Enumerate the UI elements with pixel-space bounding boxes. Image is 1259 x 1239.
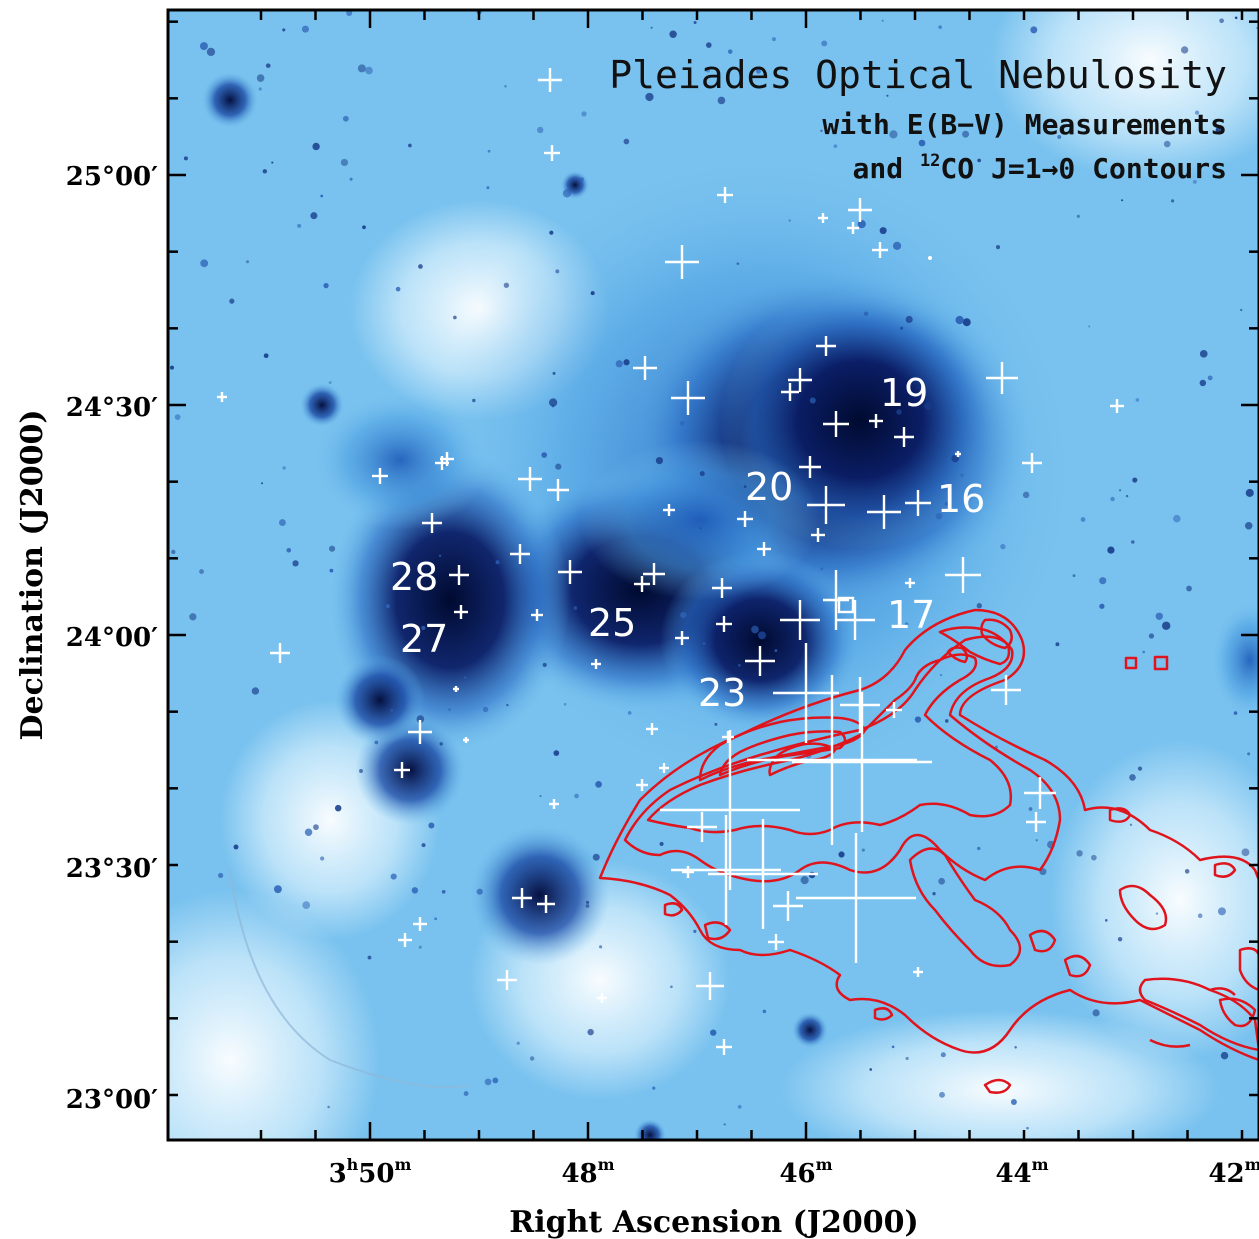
- y-tick-24-00: 24°00′: [66, 623, 158, 653]
- x-tick-3h50m: 3h50m: [329, 1155, 412, 1189]
- y-tick-labels: 25°00′ 24°30′ 24°00′ 23°30′ 23°00′: [66, 162, 158, 1115]
- x-tick-42m: 42m: [1208, 1155, 1259, 1189]
- y-tick-24-30: 24°30′: [66, 393, 158, 423]
- plot-frame: [166, 8, 1259, 1142]
- region-label-20: 20: [745, 465, 793, 509]
- region-labels: 19 20 16 28 27 25 17 23: [390, 371, 985, 715]
- nebula-image: [168, 10, 1259, 1140]
- ebv-markers: [217, 68, 1124, 1055]
- x-tick-48m: 48m: [561, 1155, 614, 1189]
- figure-title: Pleiades Optical Nebulosity with E(B−V) …: [609, 53, 1227, 185]
- x-tick-46m: 46m: [779, 1155, 832, 1189]
- title-main: Pleiades Optical Nebulosity: [609, 53, 1227, 97]
- y-tick-23-30: 23°30′: [66, 854, 158, 884]
- x-tick-44m: 44m: [995, 1155, 1048, 1189]
- region-label-27: 27: [400, 617, 448, 661]
- region-label-25: 25: [588, 601, 636, 645]
- region-label-19: 19: [880, 371, 928, 415]
- region-label-23: 23: [698, 671, 746, 715]
- region-label-28: 28: [390, 555, 438, 599]
- y-tick-25-00: 25°00′: [66, 162, 158, 192]
- title-line3: and 12CO J=1→0 Contours: [853, 151, 1228, 185]
- y-tick-23-00: 23°00′: [66, 1085, 158, 1115]
- region-label-17: 17: [887, 593, 935, 637]
- x-tick-labels: 3h50m 48m 46m 44m 42m: [329, 1155, 1259, 1189]
- y-axis-label: Declination (J2000): [15, 409, 50, 740]
- region-label-16: 16: [937, 477, 985, 521]
- x-axis-label: Right Ascension (J2000): [509, 1205, 918, 1239]
- title-line2: with E(B−V) Measurements: [822, 108, 1227, 141]
